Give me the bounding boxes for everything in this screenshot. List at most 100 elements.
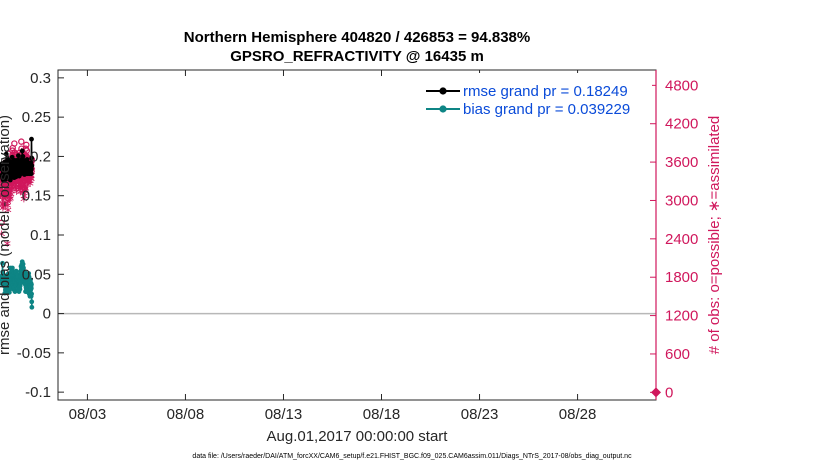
obs-assimilated-point: *: [2, 185, 10, 203]
obs-possible-point: [4, 195, 12, 202]
obs-assimilated-point: *: [5, 185, 13, 203]
rmse-point: [3, 151, 9, 157]
obs-assimilated-point: *: [0, 198, 6, 216]
obs-assimilated-point: *: [19, 186, 27, 204]
obs-assimilated-point: *: [5, 182, 13, 200]
obs-assimilated-point: *: [1, 174, 9, 192]
obs-assimilated-point: *: [13, 176, 21, 194]
obs-assimilated-point: *: [26, 170, 34, 188]
obs-assimilated-point: *: [22, 173, 30, 191]
obs-assimilated-point: *: [3, 173, 11, 191]
obs-assimilated-point: *: [14, 171, 22, 189]
obs-assimilated-point: *: [3, 185, 11, 203]
bias-point: [28, 286, 34, 291]
obs-assimilated-point: *: [0, 198, 8, 216]
obs-assimilated-point: *: [16, 173, 24, 191]
obs-assimilated-point: *: [0, 177, 6, 195]
obs-assimilated-point: *: [5, 176, 13, 194]
obs-assimilated-point: *: [2, 185, 10, 203]
x-tick-label: 08/03: [69, 406, 107, 423]
obs-assimilated-point: *: [0, 176, 7, 194]
obs-assimilated-point: *: [14, 174, 22, 192]
y-left-tick-label: 0.3: [30, 70, 51, 87]
bias-point: [13, 268, 19, 274]
obs-assimilated-point: *: [17, 185, 25, 203]
obs-assimilated-point: *: [1, 187, 9, 205]
chart-title-line2: GPSRO_REFRACTIVITY @ 16435 m: [230, 48, 484, 65]
obs-assimilated-point: *: [5, 191, 13, 209]
y-left-tick-label: 0.15: [22, 188, 51, 205]
obs-assimilated-point: *: [27, 170, 35, 188]
rmse-point: [29, 136, 34, 142]
obs-assimilated-point: *: [4, 183, 12, 201]
rmse-point: [20, 154, 26, 159]
obs-assimilated-point: *: [4, 203, 12, 221]
obs-assimilated-point: *: [27, 172, 35, 190]
y-left-tick-label: 0.05: [22, 266, 51, 283]
obs-assimilated-point: *: [16, 175, 24, 193]
obs-assimilated-point: *: [5, 180, 13, 198]
x-tick-label: 08/18: [363, 406, 401, 423]
obs-assimilated-point: *: [20, 192, 28, 210]
obs-assimilated-point: *: [7, 184, 15, 202]
obs-assimilated-point: *: [22, 171, 30, 189]
obs-assimilated-point: *: [3, 174, 11, 192]
obs-assimilated-point: *: [12, 171, 20, 189]
x-tick-label: 08/08: [167, 406, 205, 423]
y-right-tick-label: 3600: [665, 154, 698, 171]
obs-assimilated-point: *: [0, 189, 6, 207]
obs-assimilated-point: *: [18, 176, 26, 194]
obs-assimilated-point: *: [7, 187, 15, 205]
obs-assimilated-point: *: [15, 177, 23, 195]
obs-assimilated-point: *: [7, 176, 15, 194]
obs-assimilated-point: *: [0, 189, 8, 207]
obs-assimilated-point: *: [23, 168, 31, 186]
y-left-tick-label: -0.05: [17, 345, 51, 362]
obs-assimilated-point: *: [6, 193, 14, 211]
y-right-tick-label: 3000: [665, 192, 698, 209]
obs-assimilated-point: *: [24, 168, 32, 186]
obs-assimilated-point: *: [0, 201, 7, 219]
y-right-tick-label: 0: [665, 384, 673, 401]
legend-box: [420, 73, 652, 119]
y-right-tick-label: 4800: [665, 77, 698, 94]
rmse-point: [15, 153, 21, 159]
legend-bias-marker: [439, 105, 447, 113]
obs-assimilated-point: *: [20, 170, 28, 188]
obs-assimilated-point: *: [1, 175, 9, 193]
obs-assimilated-point: *: [4, 188, 12, 206]
y-left-tick-label: -0.1: [25, 384, 51, 401]
obs-assimilated-point: *: [13, 171, 21, 189]
y-left-tick-label: 0.25: [22, 109, 51, 126]
obs-assimilated-point: *: [28, 173, 36, 191]
obs-assimilated-point: *: [9, 172, 17, 190]
obs-assimilated-point: *: [12, 181, 20, 199]
obs-assimilated-point: *: [2, 182, 10, 200]
legend: rmse grand pr = 0.18249 bias grand pr = …: [420, 73, 652, 119]
obs-possible-point: [7, 183, 14, 191]
obs-assimilated-point: *: [0, 228, 6, 246]
obs-assimilated-point: *: [25, 175, 33, 193]
y-axis-left-label: rmse and bias (model - observation): [0, 115, 13, 355]
obs-assimilated-point: *: [24, 169, 32, 187]
obs-assimilated-point: *: [4, 178, 12, 196]
obs-assimilated-point: *: [24, 178, 32, 196]
obs-assimilated-point: *: [25, 174, 33, 192]
obs-assimilated-point: *: [10, 176, 18, 194]
y-right-tick-label: 4200: [665, 116, 698, 133]
obs-assimilated-point: *: [21, 169, 29, 187]
obs-assimilated-point: *: [16, 182, 24, 200]
legend-rmse-label: rmse grand pr = 0.18249: [463, 83, 628, 100]
obs-assimilated-point: *: [26, 169, 34, 187]
x-tick-label: 08/13: [265, 406, 303, 423]
obs-assimilated-point: *: [20, 174, 28, 192]
bias-point: [0, 260, 5, 266]
obs-assimilated-point: *: [0, 182, 6, 200]
obs-assimilated-point: *: [1, 184, 9, 202]
y-right-tick-label: 1800: [665, 269, 698, 286]
obs-assimilated-point: *: [8, 183, 16, 201]
y-right-tick-label: 600: [665, 346, 690, 363]
obs-possible-point: [18, 138, 25, 145]
obs-assimilated-point: *: [14, 169, 22, 187]
obs-assimilated-point: *: [15, 181, 23, 199]
